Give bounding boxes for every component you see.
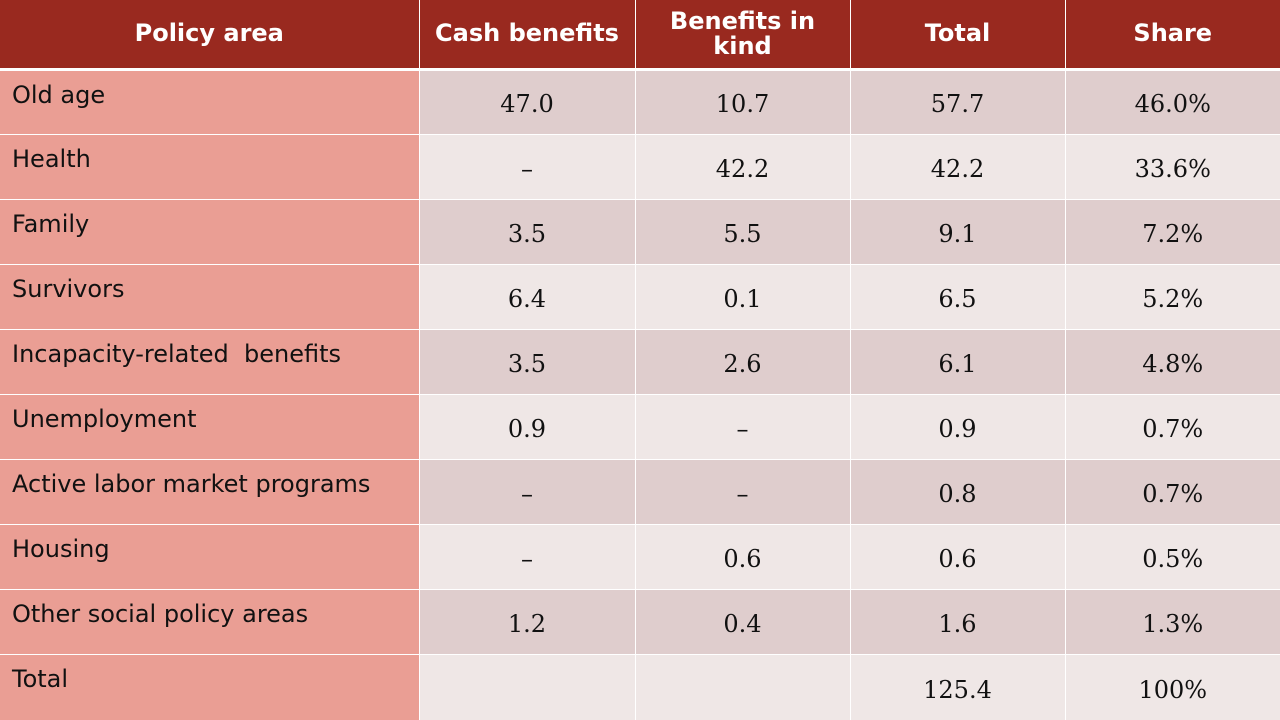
policy-area-cell: Unemployment [0,393,419,460]
benefits-in-kind-cell: 0.1 [634,263,850,330]
cash-benefits-cell [418,654,635,720]
header-share: Share [1064,0,1280,71]
table-row: Other social policy areas 1.2 0.4 1.6 1.… [0,589,1280,655]
total-cell: 57.7 [849,68,1065,135]
table-header-row: Policy area Cash benefits Benefits in ki… [0,0,1280,71]
cash-benefits-cell: 1.2 [418,589,635,655]
table-row: Unemployment 0.9 – 0.9 0.7% [0,393,1280,460]
benefits-in-kind-cell: 2.6 [634,328,850,395]
header-benefits-in-kind: Benefits in kind [634,0,850,71]
policy-area-cell: Housing [0,524,419,590]
policy-area-cell: Other social policy areas [0,589,419,655]
total-cell: 6.1 [849,328,1065,395]
share-cell: 33.6% [1064,133,1280,200]
benefits-in-kind-cell: 5.5 [634,198,850,265]
share-cell: 5.2% [1064,263,1280,330]
policy-area-cell: Total [0,654,419,720]
policy-area-cell: Old age [0,68,419,135]
cash-benefits-cell: – [418,459,635,525]
table-row: Incapacity-related benefits 3.5 2.6 6.1 … [0,328,1280,395]
benefits-in-kind-cell: 42.2 [634,133,850,200]
share-cell: 4.8% [1064,328,1280,395]
share-cell: 1.3% [1064,589,1280,655]
benefits-in-kind-cell: – [634,459,850,525]
table-row: Old age 47.0 10.7 57.7 46.0% [0,68,1280,135]
cash-benefits-cell: 6.4 [418,263,635,330]
header-total: Total [849,0,1065,71]
benefits-in-kind-cell: 0.6 [634,524,850,590]
total-cell: 42.2 [849,133,1065,200]
cash-benefits-cell: 47.0 [418,68,635,135]
benefits-in-kind-cell [634,654,850,720]
share-cell: 0.7% [1064,459,1280,525]
share-cell: 0.5% [1064,524,1280,590]
share-cell: 46.0% [1064,68,1280,135]
share-cell: 100% [1064,654,1280,720]
policy-area-cell: Health [0,133,419,200]
cash-benefits-cell: 0.9 [418,393,635,460]
table-row: Health – 42.2 42.2 33.6% [0,133,1280,200]
header-cash-benefits: Cash benefits [418,0,635,71]
total-cell: 1.6 [849,589,1065,655]
policy-area-cell: Active labor market programs [0,459,419,525]
share-cell: 7.2% [1064,198,1280,265]
table-row: Active labor market programs – – 0.8 0.7… [0,459,1280,525]
total-cell: 125.4 [849,654,1065,720]
benefits-in-kind-cell: – [634,393,850,460]
cash-benefits-cell: – [418,524,635,590]
cash-benefits-cell: 3.5 [418,328,635,395]
cash-benefits-cell: 3.5 [418,198,635,265]
total-cell: 9.1 [849,198,1065,265]
total-cell: 0.8 [849,459,1065,525]
cash-benefits-cell: – [418,133,635,200]
policy-area-cell: Incapacity-related benefits [0,328,419,395]
total-cell: 0.6 [849,524,1065,590]
benefits-in-kind-cell: 0.4 [634,589,850,655]
benefits-in-kind-cell: 10.7 [634,68,850,135]
total-cell: 0.9 [849,393,1065,460]
table-row: Housing – 0.6 0.6 0.5% [0,524,1280,590]
total-cell: 6.5 [849,263,1065,330]
share-cell: 0.7% [1064,393,1280,460]
table-total-row: Total 125.4 100% [0,654,1280,720]
header-policy-area: Policy area [0,0,419,71]
policy-area-cell: Survivors [0,263,419,330]
table-row: Survivors 6.4 0.1 6.5 5.2% [0,263,1280,330]
table-row: Family 3.5 5.5 9.1 7.2% [0,198,1280,265]
policy-area-cell: Family [0,198,419,265]
